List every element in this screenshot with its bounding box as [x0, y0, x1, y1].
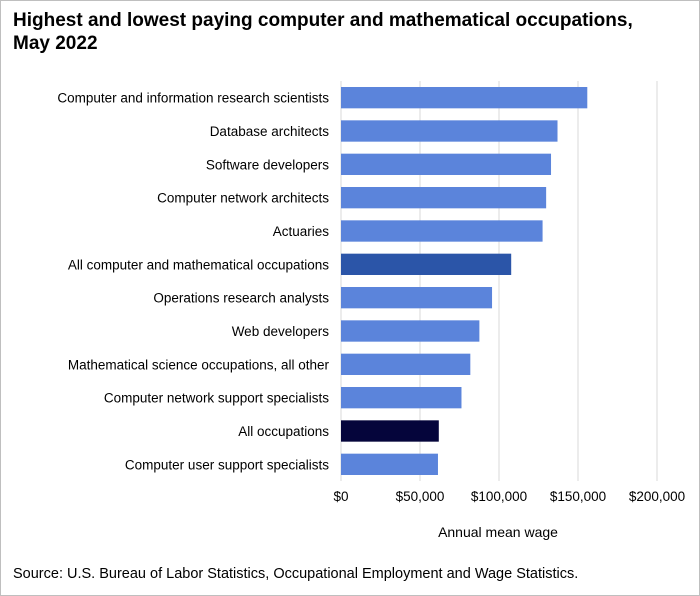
bar-chart: Computer and information research scient… [57, 81, 685, 540]
bar-0 [341, 87, 588, 109]
x-tick-label-3: $150,000 [550, 489, 606, 504]
bar-4 [341, 220, 543, 242]
bar-11 [341, 453, 438, 475]
x-tick-label-4: $200,000 [629, 489, 685, 504]
gridlines [340, 81, 658, 481]
category-label-10: All occupations [238, 424, 329, 439]
category-label-1: Database architects [210, 124, 330, 139]
bar-10 [341, 420, 439, 442]
bars [341, 87, 588, 475]
category-label-8: Mathematical science occupations, all ot… [68, 357, 330, 372]
category-label-11: Computer user support specialists [125, 457, 329, 472]
source-note: Source: U.S. Bureau of Labor Statistics,… [13, 566, 579, 582]
chart-title: Highest and lowest paying computer and m… [13, 9, 683, 55]
bar-5 [341, 253, 512, 275]
category-label-3: Computer network architects [157, 191, 329, 206]
category-label-9: Computer network support specialists [104, 391, 329, 406]
category-label-7: Web developers [232, 324, 330, 339]
x-tick-label-2: $100,000 [471, 489, 527, 504]
chart-title-line-2: May 2022 [13, 33, 98, 54]
x-axis-title: Annual mean wage [438, 524, 558, 540]
category-label-6: Operations research analysts [153, 291, 329, 306]
bar-3 [341, 187, 547, 209]
chart-title-line-1: Highest and lowest paying computer and m… [13, 10, 633, 31]
bar-6 [341, 287, 493, 309]
bar-1 [341, 120, 558, 142]
bar-2 [341, 153, 552, 175]
x-tick-labels: $0 $50,000 $100,000 $150,000 $200,000 [333, 489, 685, 504]
category-labels: Computer and information research scient… [57, 91, 329, 473]
x-tick-label-0: $0 [333, 489, 348, 504]
bar-9 [341, 387, 462, 409]
bar-8 [341, 353, 471, 375]
category-label-4: Actuaries [273, 224, 330, 239]
bar-7 [341, 320, 480, 342]
category-label-5: All computer and mathematical occupation… [68, 257, 329, 272]
x-tick-label-1: $50,000 [396, 489, 445, 504]
category-label-2: Software developers [206, 157, 329, 172]
category-label-0: Computer and information research scient… [57, 91, 329, 106]
